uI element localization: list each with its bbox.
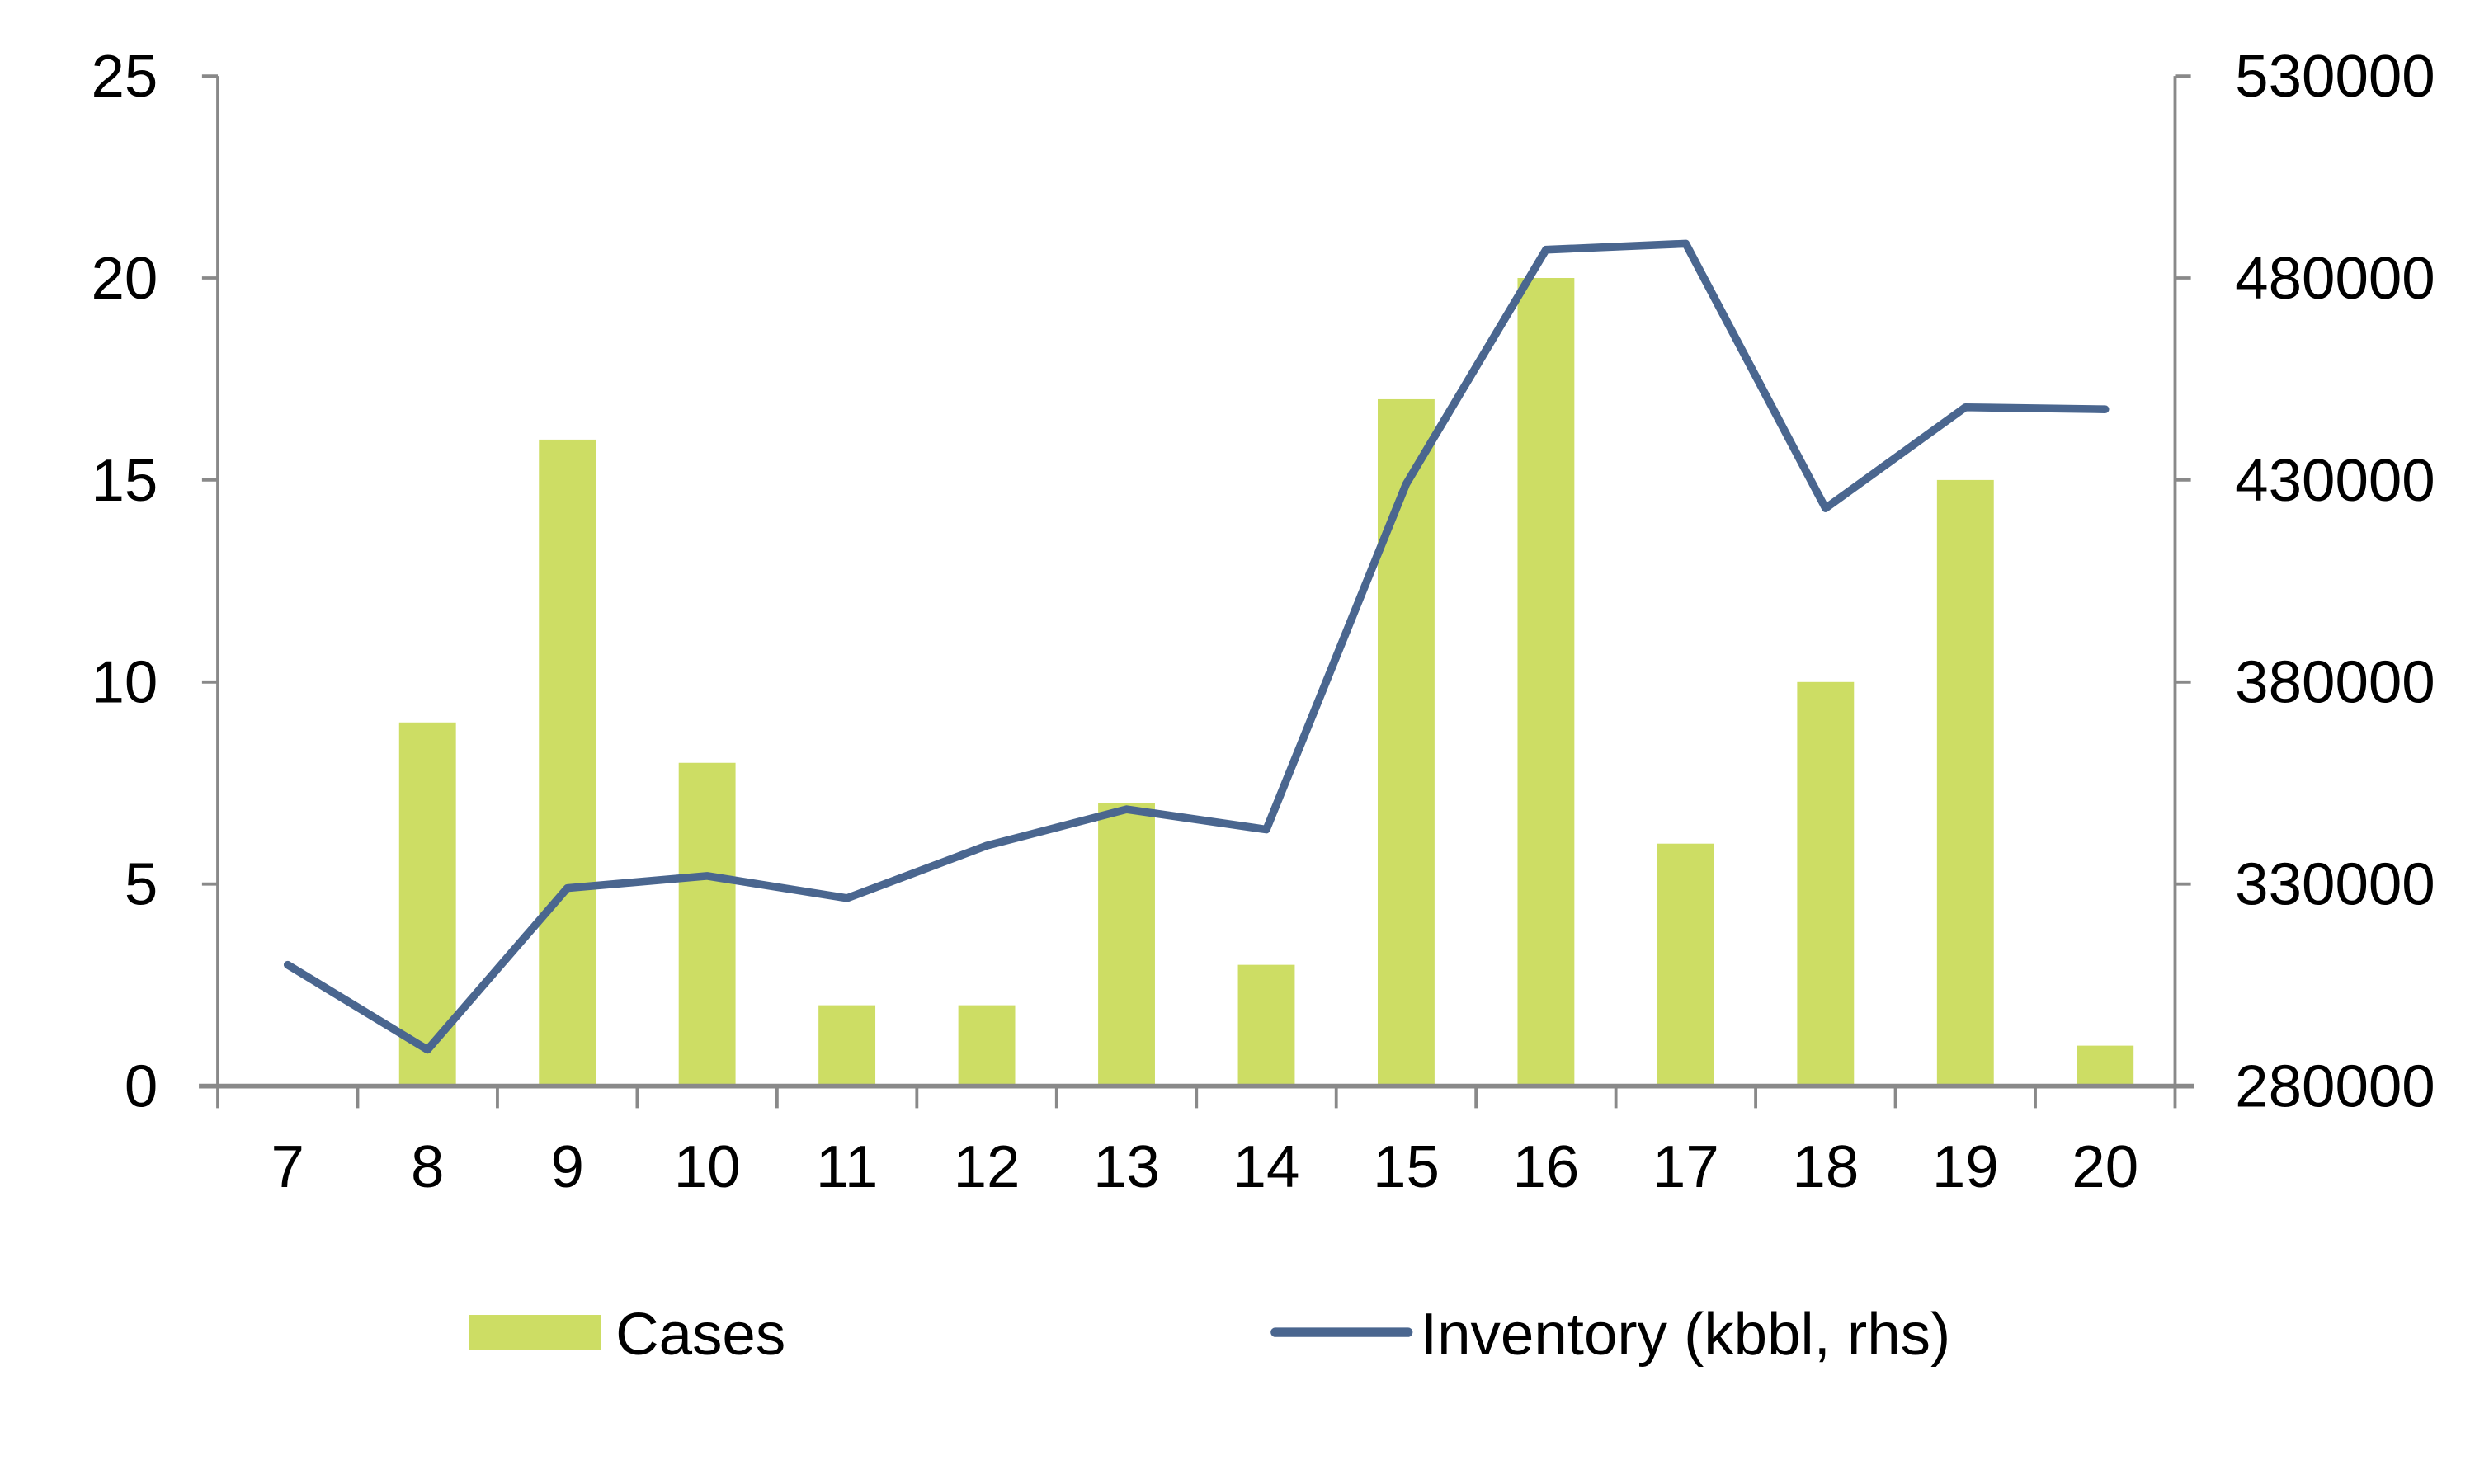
x-tick-label: 17: [1652, 1133, 1719, 1200]
axes-layer: [199, 74, 2194, 1109]
right-tick-label: 430000: [2235, 447, 2435, 514]
x-tick-label: 9: [550, 1133, 583, 1200]
legend-label-cases: Cases: [615, 1301, 785, 1368]
right-tick-label: 480000: [2235, 245, 2435, 312]
x-tick-label: 8: [411, 1133, 444, 1200]
x-tick-label: 12: [954, 1133, 1021, 1200]
bar-17: [1657, 843, 1714, 1086]
x-tick-label: 10: [674, 1133, 741, 1200]
bar-13: [1098, 803, 1155, 1086]
left-tick-label: 15: [91, 447, 158, 514]
bar-10: [678, 762, 736, 1086]
right-tick-label: 330000: [2235, 851, 2435, 918]
left-tick-label: 5: [125, 851, 158, 918]
bar-18: [1797, 681, 1855, 1086]
bar-16: [1517, 278, 1575, 1086]
bar-12: [958, 1005, 1016, 1086]
x-tick-label: 20: [2072, 1133, 2138, 1200]
left-tick-label: 10: [91, 649, 158, 716]
x-tick-label: 7: [271, 1133, 304, 1200]
bar-11: [818, 1005, 876, 1086]
x-tick-label: 15: [1373, 1133, 1440, 1200]
left-tick-label: 0: [125, 1053, 158, 1119]
x-tick-label: 19: [1932, 1133, 1999, 1200]
tick-labels-layer: 0 5 10 15 20 25 280000 330000 380000 430000 480000…: [91, 43, 2435, 1200]
bar-14: [1238, 964, 1295, 1086]
left-tick-label: 20: [91, 245, 158, 312]
bars-layer: [398, 278, 2134, 1086]
bar-15: [1378, 398, 1435, 1086]
x-tick-label: 18: [1792, 1133, 1859, 1200]
bar-19: [1936, 479, 1994, 1086]
left-tick-label: 25: [91, 43, 158, 110]
right-tick-label: 380000: [2235, 649, 2435, 716]
x-tick-label: 11: [816, 1133, 878, 1200]
inventory-line: [283, 239, 2110, 1054]
x-tick-label: 16: [1512, 1133, 1579, 1200]
right-tick-label: 530000: [2235, 43, 2435, 110]
legend-swatch-cases: [469, 1315, 601, 1350]
x-tick-label: 14: [1233, 1133, 1300, 1200]
line-layer: [283, 239, 2110, 1054]
bar-9: [539, 439, 596, 1086]
legend: Cases Inventory (kbbl, rhs): [469, 1301, 1950, 1368]
legend-label-inventory: Inventory (kbbl, rhs): [1421, 1301, 1950, 1368]
bar-20: [2077, 1045, 2134, 1086]
right-tick-label: 280000: [2235, 1053, 2435, 1119]
x-tick-label: 13: [1093, 1133, 1160, 1200]
